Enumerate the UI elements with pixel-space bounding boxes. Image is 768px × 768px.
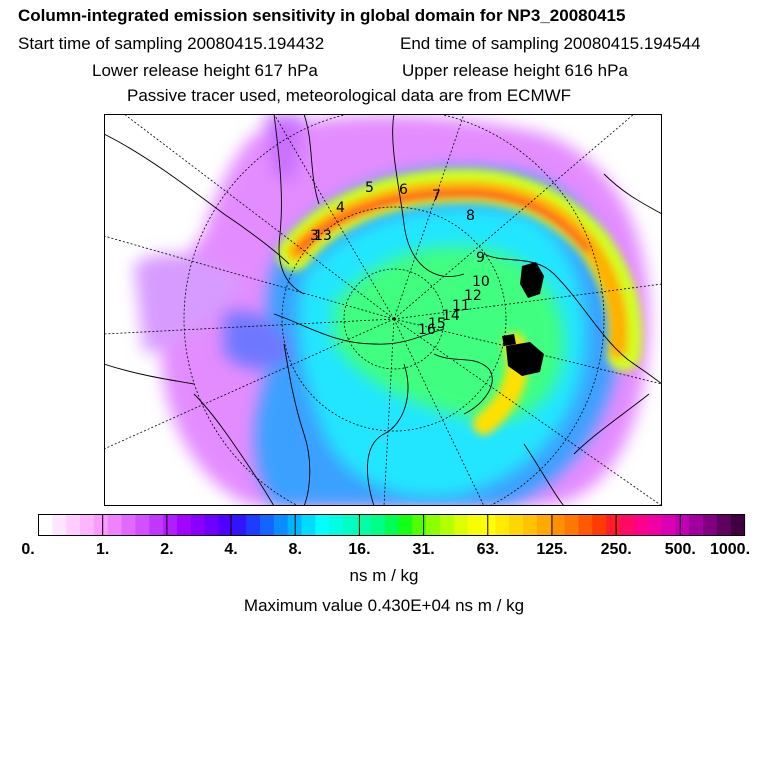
colorbar-cell — [135, 514, 150, 536]
sensitivity-map: 3 4 5 6 7 8 9 10 11 12 13 14 15 16 — [104, 114, 662, 506]
colorbar-cell — [204, 514, 220, 536]
flight-label-10: 10 — [472, 274, 490, 290]
flight-label-12: 12 — [464, 288, 482, 304]
colorbar-cell — [176, 514, 192, 536]
colorbar-cell — [661, 514, 676, 536]
colorbar-cell — [467, 514, 483, 536]
colorbar-cell — [315, 514, 330, 536]
colorbar-cell — [190, 514, 206, 536]
colorbar-tick-labels: 0. 1. 2. 4. 8. 16. 31. 63. 125. 250. 500. 1000. — [21, 541, 750, 558]
colorbar-tick-label: 250. — [601, 541, 632, 558]
colorbar-cells — [38, 514, 746, 536]
colorbar-cell — [536, 514, 552, 536]
colorbar-cell — [52, 514, 67, 536]
lower-height-label: Lower release height 617 hPa — [92, 61, 318, 80]
colorbar-tick-label: 1. — [96, 541, 109, 558]
flight-label-8: 8 — [466, 208, 475, 224]
colorbar-tick-label: 4. — [224, 541, 237, 558]
maximum-value-label: Maximum value 0.430E+04 ns m / kg — [243, 596, 525, 615]
colorbar-cell — [149, 514, 164, 536]
colorbar-units: ns m / kg — [349, 566, 419, 585]
colorbar-ticks — [38, 514, 745, 536]
colorbar-cell — [481, 514, 496, 536]
colorbar-tick-label: 2. — [160, 541, 173, 558]
tracer-note: Passive tracer used, meteorological data… — [127, 86, 572, 105]
colorbar-cell — [689, 514, 704, 536]
colorbar-cell — [370, 514, 386, 536]
colorbar-tick-label: 0. — [21, 541, 34, 558]
colorbar-cell — [702, 514, 718, 536]
colorbar-cell — [232, 514, 247, 536]
colorbar-tick-label: 500. — [665, 541, 696, 558]
flight-labels: 3 4 5 6 7 8 9 10 11 12 13 14 15 16 — [310, 180, 490, 338]
plume-field — [134, 114, 650, 506]
colorbar-cell — [523, 514, 538, 536]
flight-label-13: 13 — [314, 228, 332, 244]
colorbar-cell — [80, 514, 95, 536]
colorbar-cell — [356, 514, 372, 536]
colorbar-cell — [716, 514, 732, 536]
colorbar-cell — [398, 514, 413, 536]
flight-label-14: 14 — [442, 308, 460, 324]
colorbar-cell — [412, 514, 427, 536]
colorbar-cell — [675, 514, 690, 536]
colorbar-cell — [564, 514, 579, 536]
flight-label-6: 6 — [399, 182, 408, 198]
plume-ridge — [277, 168, 643, 435]
colorbar-cell — [606, 514, 621, 536]
colorbar-cell — [343, 514, 358, 536]
map-frame — [104, 114, 662, 506]
colorbar-cell — [301, 514, 316, 536]
colorbar-cell — [592, 514, 607, 536]
colorbar-tick-label: 63. — [477, 541, 499, 558]
colorbar-tick-label: 1000. — [710, 541, 750, 558]
flight-label-4: 4 — [336, 200, 345, 216]
colorbar-cell — [647, 514, 663, 536]
colorbar-tick-label: 31. — [412, 541, 434, 558]
colorbar-cell — [509, 514, 524, 536]
end-time-label: End time of sampling 20080415.194544 — [400, 34, 701, 53]
colorbar-cell — [550, 514, 566, 536]
colorbar-cell — [246, 514, 261, 536]
colorbar-cell — [259, 514, 275, 536]
colorbar-cell — [218, 514, 233, 536]
flight-label-11: 11 — [452, 298, 470, 314]
colorbar-cell — [121, 514, 137, 536]
colorbar-cell — [578, 514, 593, 536]
colorbar-cell — [633, 514, 649, 536]
colorbar-cell — [439, 514, 455, 536]
colorbar-cell — [163, 514, 178, 536]
flight-label-5: 5 — [365, 180, 374, 196]
colorbar: 0. 1. 2. 4. 8. 16. 31. 63. 125. 250. 500. 1000. — [21, 514, 750, 558]
colorbar-cell — [730, 514, 746, 536]
figure-title: Column-integrated emission sensitivity i… — [18, 6, 626, 25]
upper-height-label: Upper release height 616 hPa — [402, 61, 628, 80]
coastlines — [104, 114, 662, 506]
flight-label-7: 7 — [432, 188, 441, 204]
flight-label-3: 3 — [310, 228, 319, 244]
start-time-label: Start time of sampling 20080415.194432 — [18, 34, 325, 53]
colorbar-cell — [453, 514, 469, 536]
flight-label-9: 9 — [476, 250, 485, 266]
colorbar-tick-label: 16. — [348, 541, 370, 558]
flight-label-15: 15 — [428, 316, 446, 332]
colorbar-cell — [619, 514, 635, 536]
colorbar-cell — [384, 514, 400, 536]
colorbar-cell — [273, 514, 289, 536]
colorbar-cell — [426, 514, 441, 536]
colorbar-cell — [38, 514, 53, 536]
colorbar-cell — [495, 514, 510, 536]
saturated-patches — [502, 262, 544, 376]
colorbar-cell — [329, 514, 344, 536]
colorbar-cell — [66, 514, 81, 536]
colorbar-tick-label: 125. — [536, 541, 567, 558]
flight-label-16: 16 — [418, 322, 436, 338]
colorbar-cell — [93, 514, 109, 536]
colorbar-cell — [107, 514, 123, 536]
colorbar-tick-label: 8. — [289, 541, 302, 558]
